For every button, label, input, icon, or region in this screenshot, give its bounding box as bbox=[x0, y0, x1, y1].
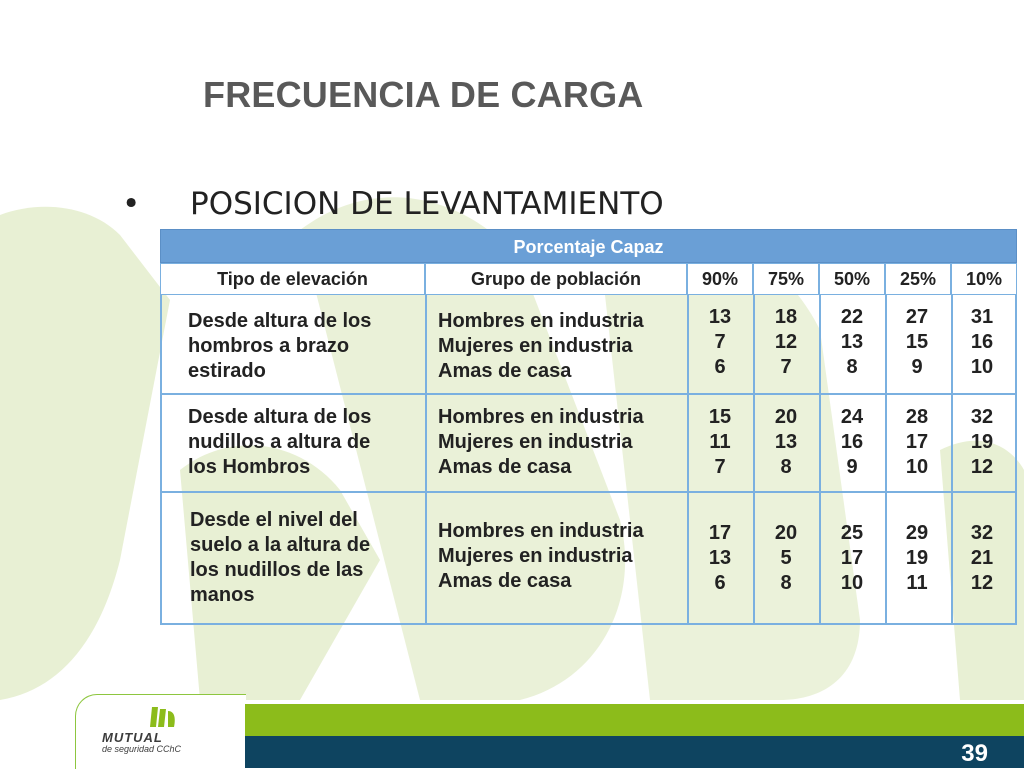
footer-navy-band bbox=[245, 736, 1024, 768]
value-cell: 6 bbox=[714, 572, 726, 594]
bullet-text: POSICION DE LEVANTAMIENTO bbox=[190, 186, 664, 222]
value-cell: 28 bbox=[905, 406, 929, 428]
value-cell: 20 bbox=[774, 522, 798, 544]
value-cell: 10 bbox=[840, 572, 864, 594]
header-grupo-poblacion: Grupo de población bbox=[425, 263, 687, 295]
value-cell: 12 bbox=[970, 572, 994, 594]
value-cell: 7 bbox=[714, 331, 726, 353]
value-cell: 8 bbox=[780, 572, 792, 594]
grid-line bbox=[819, 295, 821, 625]
value-cell: 32 bbox=[970, 406, 994, 428]
value-cell: 11 bbox=[709, 431, 731, 453]
grupo-line: Mujeres en industria bbox=[438, 335, 633, 357]
value-cell: 17 bbox=[840, 547, 864, 569]
logo-name: MUTUAL bbox=[102, 730, 163, 745]
tipo-line: los nudillos de las bbox=[190, 559, 364, 581]
header-pct-10: 10% bbox=[951, 263, 1017, 295]
value-cell: 7 bbox=[780, 356, 792, 378]
value-cell: 9 bbox=[846, 456, 858, 478]
value-cell: 15 bbox=[708, 406, 732, 428]
header-pct-25: 25% bbox=[885, 263, 951, 295]
value-cell: 13 bbox=[708, 306, 732, 328]
value-cell: 12 bbox=[774, 331, 798, 353]
tipo-line: Desde altura de los bbox=[188, 310, 372, 332]
mutual-logo-icon bbox=[150, 707, 175, 727]
grid-line bbox=[885, 295, 887, 625]
grid-line bbox=[160, 295, 162, 625]
value-cell: 16 bbox=[970, 331, 994, 353]
header-tipo-elevacion: Tipo de elevación bbox=[160, 263, 425, 295]
grupo-line: Mujeres en industria bbox=[438, 431, 633, 453]
grid-line bbox=[160, 393, 1017, 395]
value-cell: 17 bbox=[708, 522, 732, 544]
value-cell: 18 bbox=[774, 306, 798, 328]
grupo-line: Amas de casa bbox=[438, 456, 572, 478]
value-cell: 9 bbox=[911, 356, 923, 378]
value-cell: 32 bbox=[970, 522, 994, 544]
header-porcentaje-capaz: Porcentaje Capaz bbox=[160, 229, 1017, 263]
value-cell: 13 bbox=[708, 547, 732, 569]
logo-tagline: de seguridad CChC bbox=[102, 744, 182, 754]
value-cell: 12 bbox=[970, 456, 994, 478]
footer-green-band bbox=[245, 704, 1024, 736]
grid-line bbox=[951, 295, 953, 625]
value-cell: 10 bbox=[905, 456, 929, 478]
grid-line bbox=[425, 295, 427, 625]
grid-line bbox=[687, 295, 689, 625]
tipo-line: los Hombros bbox=[188, 456, 311, 478]
header-pct-90: 90% bbox=[687, 263, 753, 295]
value-cell: 19 bbox=[970, 431, 994, 453]
value-cell: 8 bbox=[780, 456, 792, 478]
tipo-line: manos bbox=[190, 584, 255, 606]
grupo-line: Amas de casa bbox=[438, 360, 572, 382]
value-cell: 7 bbox=[714, 456, 726, 478]
value-cell: 5 bbox=[780, 547, 792, 569]
grid-line bbox=[1015, 295, 1017, 625]
grupo-line: Hombres en industria bbox=[438, 406, 644, 428]
page-number: 39 bbox=[961, 740, 988, 767]
grupo-line: Mujeres en industria bbox=[438, 545, 633, 567]
grupo-line: Hombres en industria bbox=[438, 310, 644, 332]
value-cell: 15 bbox=[905, 331, 929, 353]
tipo-line: Desde altura de los bbox=[188, 406, 372, 428]
value-cell: 19 bbox=[905, 547, 929, 569]
value-cell: 11 bbox=[906, 572, 928, 594]
value-cell: 25 bbox=[840, 522, 864, 544]
value-cell: 21 bbox=[970, 547, 994, 569]
value-cell: 22 bbox=[840, 306, 864, 328]
grid-line bbox=[160, 491, 1017, 493]
value-cell: 31 bbox=[970, 306, 994, 328]
value-cell: 10 bbox=[970, 356, 994, 378]
tipo-line: nudillos a altura de bbox=[188, 431, 371, 453]
value-cell: 24 bbox=[840, 406, 864, 428]
value-cell: 13 bbox=[840, 331, 864, 353]
header-pct-50: 50% bbox=[819, 263, 885, 295]
header-pct-75: 75% bbox=[753, 263, 819, 295]
value-cell: 20 bbox=[774, 406, 798, 428]
value-cell: 27 bbox=[905, 306, 929, 328]
grid-line bbox=[753, 295, 755, 625]
value-cell: 29 bbox=[905, 522, 929, 544]
tipo-line: estirado bbox=[188, 360, 266, 382]
load-frequency-table: Porcentaje Capaz Tipo de elevación Grupo… bbox=[160, 229, 1017, 625]
value-cell: 17 bbox=[905, 431, 929, 453]
grid-line bbox=[160, 623, 1017, 625]
footer-logo-panel bbox=[75, 694, 246, 769]
tipo-line: Desde el nivel del bbox=[190, 509, 358, 531]
grupo-line: Hombres en industria bbox=[438, 520, 644, 542]
value-cell: 8 bbox=[846, 356, 858, 378]
value-cell: 16 bbox=[840, 431, 864, 453]
slide-title: FRECUENCIA DE CARGA bbox=[203, 74, 644, 115]
value-cell: 6 bbox=[714, 356, 726, 378]
value-cell: 13 bbox=[774, 431, 798, 453]
tipo-line: suelo a la altura de bbox=[190, 534, 371, 556]
tipo-line: hombros a brazo bbox=[188, 335, 350, 357]
grupo-line: Amas de casa bbox=[438, 570, 572, 592]
bullet-dot-icon: • bbox=[122, 186, 141, 222]
